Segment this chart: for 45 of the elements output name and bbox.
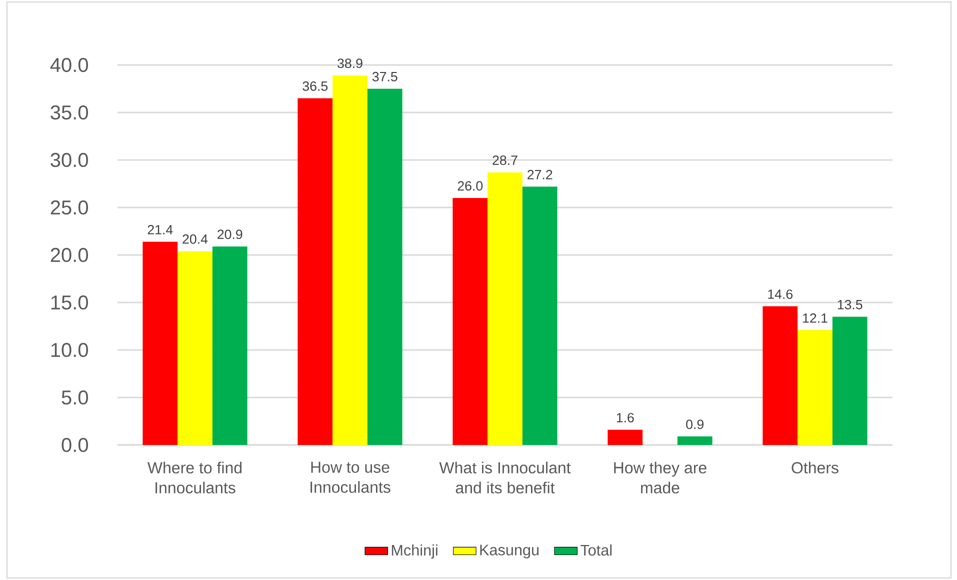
- x-tick-label: What is Innoculant and its benefit: [439, 462, 571, 494]
- bar: [298, 98, 333, 445]
- data-label: 12.1: [803, 313, 828, 323]
- y-tick-label: 35.0: [50, 105, 88, 120]
- x-tick-label: How to use Innoculants: [310, 462, 390, 493]
- bar: [452, 198, 488, 445]
- x-tick-label: Where to find Innoculants: [147, 462, 242, 494]
- y-tick-label: 10.0: [51, 342, 88, 358]
- legend-label: Total: [580, 544, 612, 556]
- bar: [488, 172, 522, 445]
- data-label: 27.2: [528, 170, 552, 180]
- data-label: 13.5: [838, 300, 862, 310]
- data-label: 36.5: [302, 81, 328, 91]
- bar: [677, 436, 712, 445]
- bar: [178, 251, 212, 445]
- y-tick-label: 40.0: [50, 58, 88, 72]
- data-label: 14.6: [768, 289, 793, 299]
- bar: [762, 306, 798, 445]
- bar: [798, 330, 832, 445]
- bar: [332, 75, 368, 445]
- y-tick-label: 15.0: [51, 295, 88, 310]
- y-tick-label: 5.0: [62, 390, 88, 405]
- legend-label: Mchinji: [392, 544, 438, 559]
- legend-label: Kasungu: [480, 544, 539, 558]
- bar: [367, 88, 402, 445]
- bar: [608, 430, 643, 445]
- y-tick-label: 30.0: [50, 152, 88, 168]
- data-label: 20.4: [182, 234, 208, 244]
- y-tick-label: 20.0: [50, 248, 88, 262]
- data-label: 38.9: [338, 58, 362, 68]
- data-label: 0.9: [686, 420, 704, 430]
- bar: [142, 242, 178, 445]
- data-label: 28.7: [492, 156, 518, 165]
- x-tick-label: How they are made: [614, 462, 706, 494]
- bar: [212, 246, 248, 445]
- x-tick-label: Others: [792, 462, 838, 474]
- data-label: 20.9: [218, 230, 242, 240]
- y-tick-label: 0.0: [62, 438, 88, 452]
- data-label: 21.4: [148, 225, 173, 234]
- data-label: 1.6: [616, 412, 634, 422]
- data-label: 37.5: [372, 72, 398, 82]
- bar: [522, 186, 558, 445]
- bar: [832, 316, 868, 445]
- data-label: 26.0: [458, 181, 483, 191]
- y-tick-label: 25.0: [50, 200, 88, 215]
